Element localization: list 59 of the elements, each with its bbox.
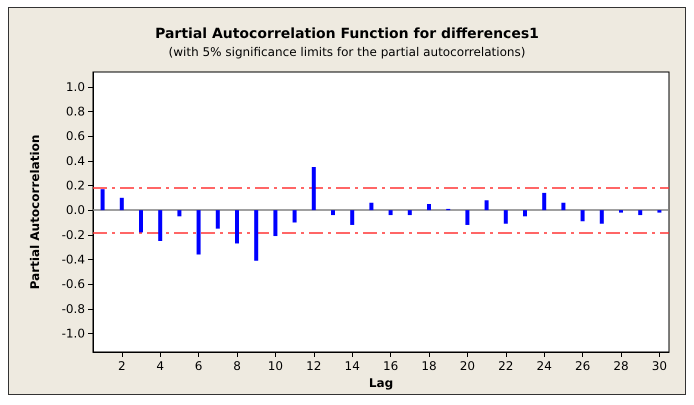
- bar: [561, 202, 566, 210]
- y-tick-label: 0.0: [66, 203, 85, 218]
- bar: [254, 210, 258, 261]
- bar: [580, 210, 585, 222]
- y-tick-label: 1.0: [66, 80, 85, 94]
- x-tick-label: 4: [156, 359, 164, 373]
- y-tick-label: 0.2: [66, 178, 85, 192]
- x-tick-label: 10: [268, 359, 284, 373]
- bar: [139, 210, 143, 232]
- x-tick-label: 24: [536, 359, 552, 373]
- bar: [504, 210, 508, 224]
- x-tick-label: 12: [306, 359, 322, 373]
- x-tick-label: 2: [118, 359, 126, 373]
- y-tick-label: 0.4: [66, 154, 85, 168]
- bar: [235, 210, 239, 244]
- bar: [331, 210, 335, 216]
- x-tick-label: 28: [613, 359, 629, 373]
- y-axis-title: Partial Autocorrelation: [28, 134, 42, 290]
- y-tick-label: 0.8: [66, 104, 85, 118]
- bar: [292, 210, 297, 222]
- bar: [177, 210, 182, 216]
- bar: [600, 210, 604, 224]
- bar: [158, 210, 162, 241]
- x-tick-label: 30: [652, 359, 668, 373]
- bar: [542, 192, 546, 210]
- bar: [619, 210, 623, 213]
- bar: [312, 166, 316, 210]
- bar: [273, 210, 278, 236]
- y-tick-label: -0.4: [62, 252, 85, 266]
- bar: [408, 210, 412, 216]
- x-tick-label: 26: [574, 359, 590, 373]
- x-tick-label: 20: [460, 359, 476, 373]
- x-tick-label: 6: [194, 359, 202, 373]
- y-tick-label: -1.0: [62, 326, 85, 340]
- bar: [388, 210, 393, 216]
- bar: [216, 210, 220, 229]
- bar: [100, 189, 105, 210]
- bar: [638, 210, 642, 216]
- bar: [350, 210, 354, 225]
- x-tick-label: 14: [344, 359, 360, 373]
- bar: [427, 204, 431, 210]
- chart-subtitle: (with 5% significance limits for the partial autocorrelations): [168, 45, 526, 59]
- x-axis-title: Lag: [368, 376, 394, 390]
- bar: [120, 198, 124, 210]
- x-tick-label: 8: [233, 359, 241, 373]
- bar: [196, 210, 201, 255]
- x-tick-label: 18: [421, 359, 437, 373]
- x-tick-label: 16: [382, 359, 398, 373]
- bar: [369, 202, 374, 210]
- y-tick-label: 0.6: [66, 129, 85, 144]
- bar: [484, 200, 489, 210]
- y-tick-label: -0.2: [62, 228, 85, 242]
- chart-title: Partial Autocorrelation Function for differences1: [155, 26, 539, 42]
- y-tick-label: -0.8: [62, 302, 85, 316]
- bar: [657, 210, 662, 213]
- bar: [523, 210, 527, 216]
- x-tick-label: 22: [498, 359, 514, 373]
- bar: [465, 210, 470, 225]
- y-tick-label: -0.6: [62, 277, 85, 292]
